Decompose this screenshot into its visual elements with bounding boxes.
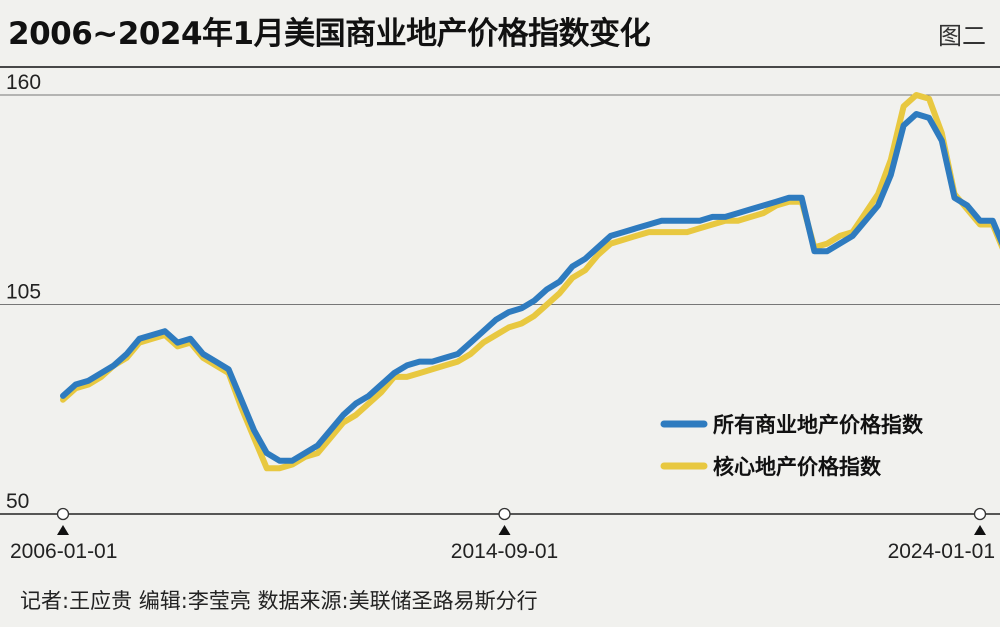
x-tick-marker xyxy=(56,507,70,521)
y-axis-ticks: 50 105 160 xyxy=(6,71,41,513)
credit-line: 记者:王应贵 编辑:李莹亮 数据来源:美联储圣路易斯分行 xyxy=(20,589,538,613)
x-tick-label: 2014-09-01 xyxy=(451,540,558,563)
series-lines xyxy=(60,92,1000,472)
chart-title: 2006~2024年1月美国商业地产价格指数变化 xyxy=(8,16,651,52)
x-tick-arrow xyxy=(974,525,986,535)
x-tick-label: 2006-01-01 xyxy=(10,540,117,563)
y-tick-label: 50 xyxy=(6,490,29,513)
x-axis-ticks: 2006-01-01 2014-09-01 2024-01-01 xyxy=(10,507,995,563)
y-tick-label: 160 xyxy=(6,71,41,94)
gridlines xyxy=(0,94,1000,515)
y-tick-label: 105 xyxy=(6,281,41,304)
x-tick-arrow xyxy=(498,525,511,535)
series-line-core xyxy=(60,92,1000,472)
x-tick-marker xyxy=(973,507,987,521)
x-tick-label: 2024-01-01 xyxy=(888,540,995,563)
legend-label-core: 核心地产价格指数 xyxy=(713,455,882,479)
series-line-all-commercial xyxy=(60,111,1000,464)
x-tick-arrow xyxy=(57,525,69,535)
x-tick-marker xyxy=(498,507,511,521)
legend-label-all-commercial: 所有商业地产价格指数 xyxy=(713,413,924,437)
figure-label: 图二 xyxy=(938,22,986,50)
